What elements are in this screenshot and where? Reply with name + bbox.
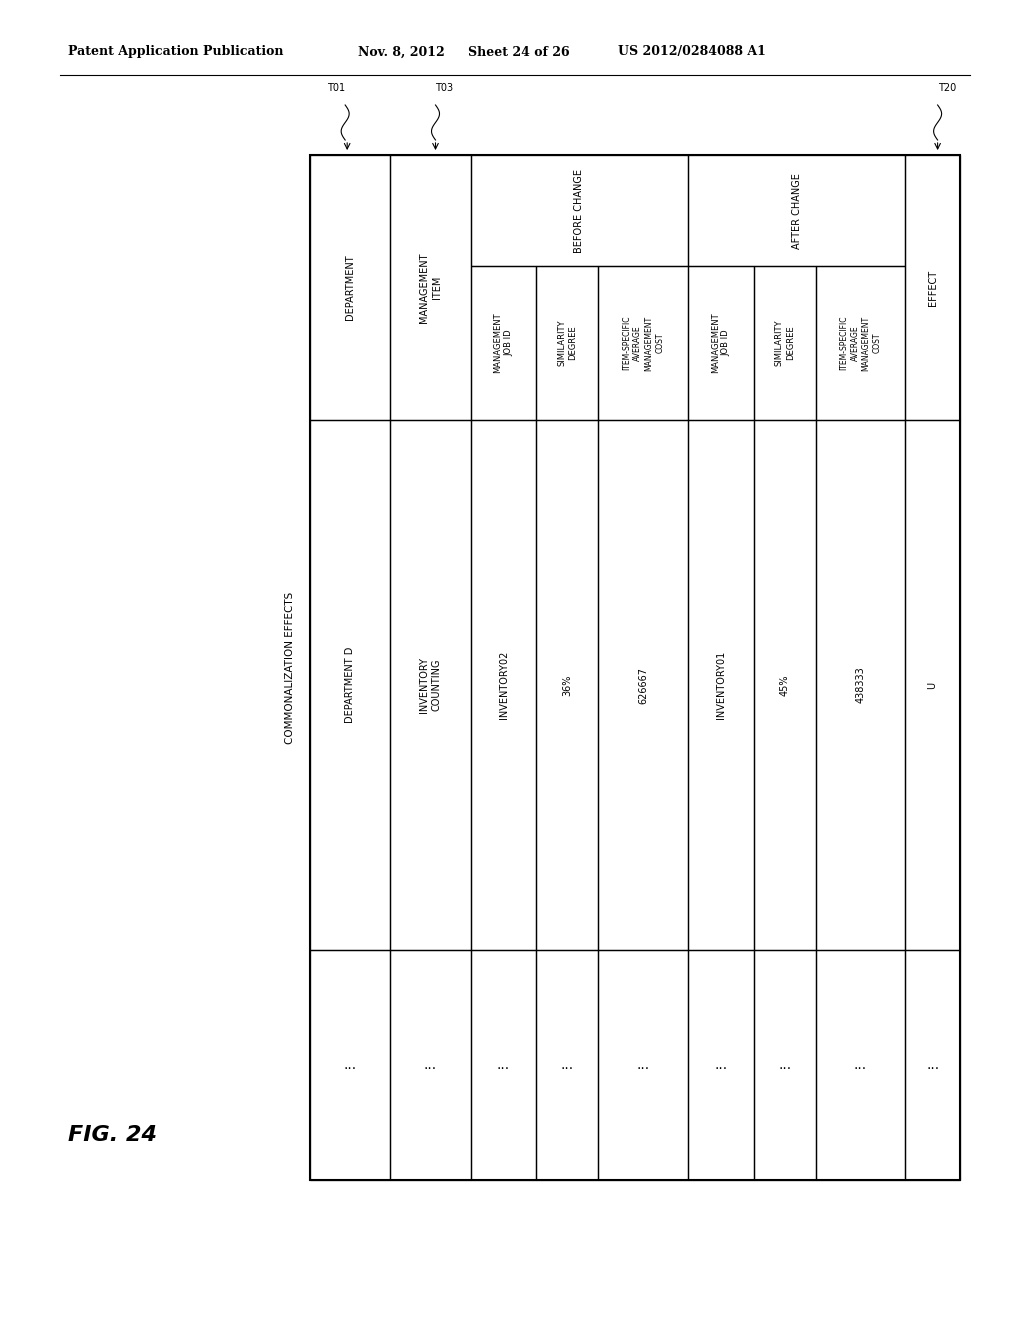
Text: T01: T01 <box>327 83 345 92</box>
Bar <box>688 950 754 1180</box>
Bar <box>471 267 537 420</box>
Bar <box>816 420 905 950</box>
Bar <box>688 420 754 950</box>
Text: COMMONALIZATION EFFECTS: COMMONALIZATION EFFECTS <box>285 591 295 743</box>
Text: 438333: 438333 <box>855 667 865 704</box>
Text: ...: ... <box>854 1059 867 1072</box>
Text: U: U <box>928 681 938 689</box>
Text: MANAGEMENT
ITEM: MANAGEMENT ITEM <box>419 252 441 323</box>
Text: AFTER CHANGE: AFTER CHANGE <box>792 173 802 248</box>
Bar <box>310 420 390 950</box>
Bar <box>598 420 688 950</box>
Bar <box>905 950 961 1180</box>
Text: FIG. 24: FIG. 24 <box>68 1125 157 1144</box>
Text: 626667: 626667 <box>638 667 648 704</box>
Bar <box>471 420 537 950</box>
Text: EFFECT: EFFECT <box>928 269 938 305</box>
Bar <box>310 950 390 1180</box>
Text: MANAGEMENT
JOB ID: MANAGEMENT JOB ID <box>711 313 731 374</box>
Text: ...: ... <box>344 1059 356 1072</box>
Text: ...: ... <box>497 1059 510 1072</box>
Bar <box>905 420 961 950</box>
Text: ITEM-SPECIFIC
AVERAGE
MANAGEMENT
COST: ITEM-SPECIFIC AVERAGE MANAGEMENT COST <box>622 315 665 371</box>
Text: US 2012/0284088 A1: US 2012/0284088 A1 <box>618 45 766 58</box>
Bar <box>816 950 905 1180</box>
Bar <box>598 950 688 1180</box>
Text: Patent Application Publication: Patent Application Publication <box>68 45 284 58</box>
Bar <box>537 267 598 420</box>
Text: ...: ... <box>424 1059 437 1072</box>
Text: Nov. 8, 2012: Nov. 8, 2012 <box>358 45 444 58</box>
Text: T20: T20 <box>938 83 955 92</box>
Bar <box>310 154 961 1180</box>
Text: ...: ... <box>926 1059 939 1072</box>
Text: SIMILARITY
DEGREE: SIMILARITY DEGREE <box>775 319 795 367</box>
Bar <box>754 950 816 1180</box>
Bar <box>754 420 816 950</box>
Text: Sheet 24 of 26: Sheet 24 of 26 <box>468 45 569 58</box>
Text: ITEM-SPECIFIC
AVERAGE
MANAGEMENT
COST: ITEM-SPECIFIC AVERAGE MANAGEMENT COST <box>840 315 882 371</box>
Bar <box>905 154 961 420</box>
Bar <box>471 950 537 1180</box>
Bar <box>688 154 905 267</box>
Text: 36%: 36% <box>562 675 572 696</box>
Text: SIMILARITY
DEGREE: SIMILARITY DEGREE <box>557 319 578 367</box>
Text: T03: T03 <box>435 83 454 92</box>
Text: ...: ... <box>715 1059 727 1072</box>
Text: DEPARTMENT: DEPARTMENT <box>345 255 355 321</box>
Text: 45%: 45% <box>779 675 790 696</box>
Text: INVENTORY01: INVENTORY01 <box>716 651 726 719</box>
Bar <box>537 420 598 950</box>
Text: ...: ... <box>778 1059 792 1072</box>
Text: INVENTORY
COUNTING: INVENTORY COUNTING <box>419 657 441 713</box>
Bar <box>390 420 471 950</box>
Bar <box>310 154 390 420</box>
Bar <box>390 154 471 420</box>
Bar <box>688 267 754 420</box>
Bar <box>390 950 471 1180</box>
Text: INVENTORY02: INVENTORY02 <box>499 651 509 719</box>
Bar <box>537 950 598 1180</box>
Text: DEPARTMENT D: DEPARTMENT D <box>345 647 355 723</box>
Bar <box>754 267 816 420</box>
Text: BEFORE CHANGE: BEFORE CHANGE <box>574 169 585 252</box>
Text: MANAGEMENT
JOB ID: MANAGEMENT JOB ID <box>494 313 514 374</box>
Text: ...: ... <box>561 1059 574 1072</box>
Bar <box>471 154 688 267</box>
Bar <box>816 267 905 420</box>
Bar <box>598 267 688 420</box>
Text: ...: ... <box>637 1059 650 1072</box>
